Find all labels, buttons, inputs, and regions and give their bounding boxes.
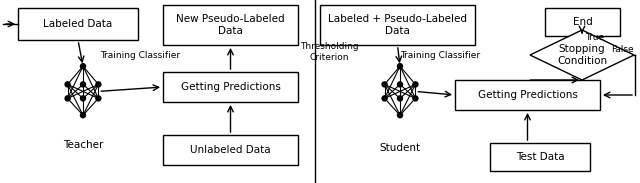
- Circle shape: [413, 96, 418, 101]
- Circle shape: [81, 64, 86, 69]
- Text: Labeled + Pseudo-Labeled
Data: Labeled + Pseudo-Labeled Data: [328, 14, 467, 36]
- Circle shape: [81, 96, 86, 101]
- Bar: [490, 143, 590, 171]
- Bar: [163, 5, 298, 45]
- Text: Test Data: Test Data: [516, 152, 564, 162]
- Circle shape: [382, 96, 387, 101]
- Text: Getting Predictions: Getting Predictions: [477, 90, 577, 100]
- Circle shape: [81, 82, 86, 87]
- Text: False: False: [611, 44, 634, 53]
- Circle shape: [397, 64, 403, 69]
- Circle shape: [81, 113, 86, 118]
- Text: New Pseudo-Labeled
Data: New Pseudo-Labeled Data: [176, 14, 285, 36]
- Circle shape: [96, 96, 101, 101]
- Circle shape: [65, 82, 70, 87]
- Circle shape: [65, 96, 70, 101]
- Text: Training Classifier: Training Classifier: [100, 51, 180, 59]
- Text: End: End: [573, 17, 593, 27]
- Text: Student: Student: [380, 143, 420, 153]
- Bar: [163, 135, 298, 165]
- Circle shape: [397, 82, 403, 87]
- Circle shape: [397, 96, 403, 101]
- Text: Thresholding
Criterion: Thresholding Criterion: [300, 42, 358, 62]
- Circle shape: [382, 82, 387, 87]
- Text: Training Classifier: Training Classifier: [400, 51, 480, 59]
- Bar: [545, 8, 620, 36]
- Circle shape: [397, 113, 403, 118]
- Text: Labeled Data: Labeled Data: [44, 19, 113, 29]
- Bar: [320, 5, 475, 45]
- Text: Teacher: Teacher: [63, 140, 103, 150]
- Text: Getting Predictions: Getting Predictions: [180, 82, 280, 92]
- Bar: [18, 8, 138, 40]
- Text: Stopping
Condition: Stopping Condition: [557, 44, 607, 66]
- Bar: [163, 72, 298, 102]
- Bar: [455, 80, 600, 110]
- Text: True: True: [585, 33, 604, 42]
- Text: Unlabeled Data: Unlabeled Data: [190, 145, 271, 155]
- Circle shape: [96, 82, 101, 87]
- Polygon shape: [530, 30, 634, 80]
- Circle shape: [413, 82, 418, 87]
